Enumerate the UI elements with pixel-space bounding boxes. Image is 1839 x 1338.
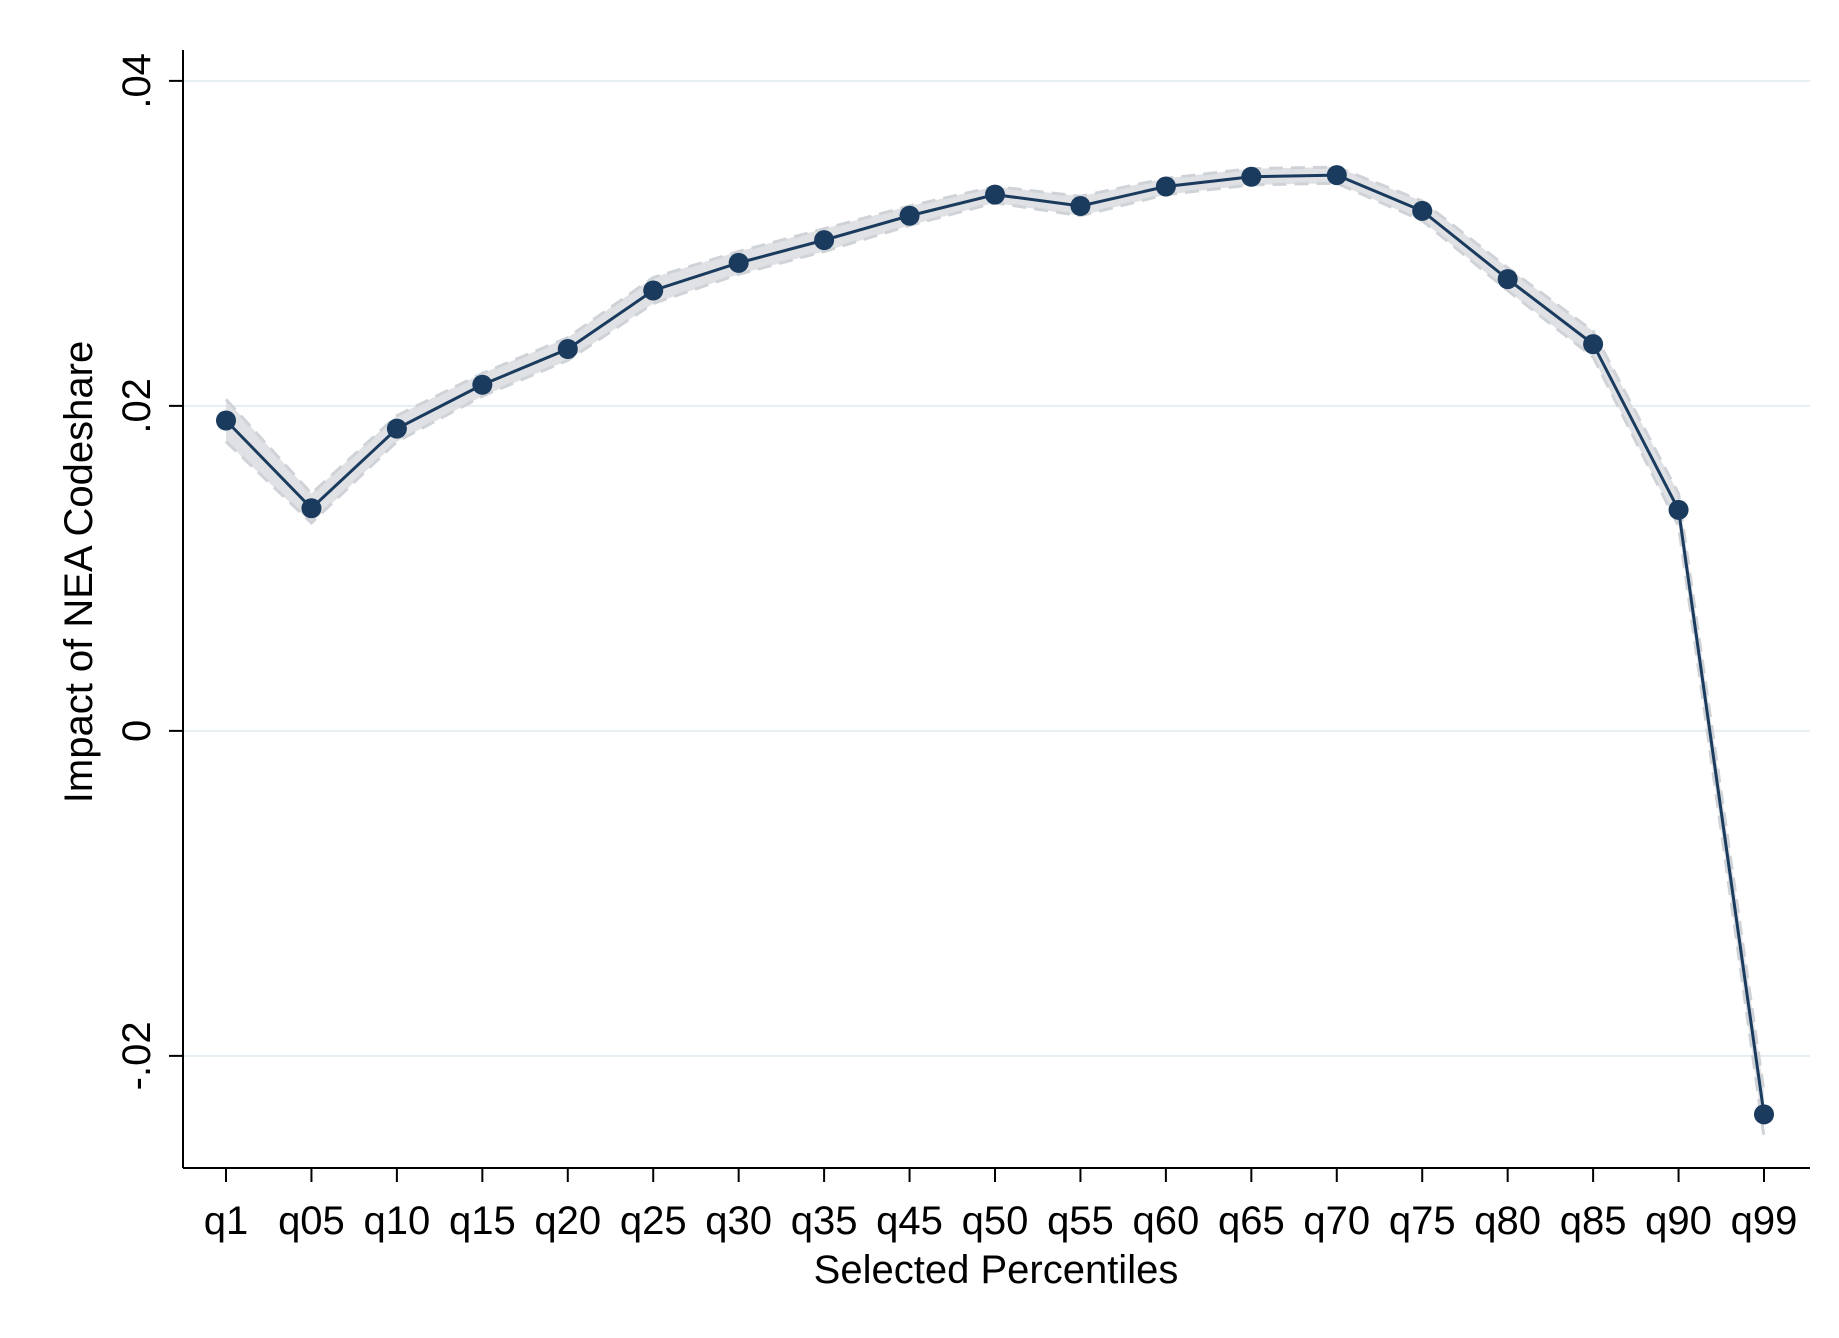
data-point bbox=[1412, 200, 1433, 221]
data-point bbox=[899, 205, 920, 226]
data-point bbox=[814, 230, 835, 251]
x-tick-label: q1 bbox=[204, 1199, 249, 1243]
series-line bbox=[224, 173, 1766, 1115]
x-tick-label: q70 bbox=[1303, 1199, 1370, 1243]
y-tick-label: -.02 bbox=[115, 1021, 159, 1090]
x-tick-label: q55 bbox=[1047, 1199, 1114, 1243]
series-polyline bbox=[224, 173, 1766, 1115]
x-tick-label: q85 bbox=[1560, 1199, 1627, 1243]
x-ticks: q1 q05 q10 q15 q20 q25 q30 q35 q45 q50 q55 q60 q65 q7… bbox=[204, 1168, 1798, 1243]
y-tick-label: 0 bbox=[115, 720, 159, 742]
x-tick-label: q60 bbox=[1133, 1199, 1200, 1243]
x-tick-label: q05 bbox=[278, 1199, 345, 1243]
axes bbox=[182, 50, 1810, 1169]
y-axis-title: Impact of NEA Codeshare bbox=[57, 341, 101, 803]
data-point bbox=[728, 252, 749, 273]
data-point bbox=[985, 184, 1005, 205]
x-tick-label: q65 bbox=[1218, 1199, 1285, 1243]
x-tick-label: q25 bbox=[620, 1199, 687, 1243]
y-tick-label: .04 bbox=[115, 53, 159, 109]
x-tick-label: q99 bbox=[1731, 1199, 1798, 1243]
x-tick-label: q35 bbox=[791, 1199, 858, 1243]
x-tick-label: q75 bbox=[1389, 1199, 1456, 1243]
data-point bbox=[1155, 176, 1176, 197]
ci-lower-line bbox=[224, 181, 1766, 1138]
x-tick-label: q45 bbox=[876, 1199, 943, 1243]
grid-lines bbox=[183, 79, 1810, 1057]
data-point bbox=[1497, 269, 1518, 290]
data-point bbox=[301, 498, 322, 519]
x-tick-label: q50 bbox=[962, 1199, 1029, 1243]
data-point bbox=[1583, 334, 1604, 355]
x-tick-label: q10 bbox=[364, 1199, 431, 1243]
x-tick-label: q90 bbox=[1645, 1199, 1712, 1243]
y-ticks: -.02 0 .02 .04 bbox=[115, 53, 183, 1090]
data-point bbox=[1241, 166, 1262, 187]
data-point bbox=[1070, 196, 1091, 216]
ci-band bbox=[226, 167, 1764, 1138]
data-point bbox=[386, 418, 407, 439]
data-point bbox=[1754, 1104, 1774, 1125]
x-tick-label: q30 bbox=[705, 1199, 772, 1243]
confidence-band bbox=[224, 165, 1766, 1138]
data-point bbox=[557, 339, 578, 359]
series-markers bbox=[216, 165, 1774, 1125]
data-point bbox=[1326, 165, 1347, 186]
data-point bbox=[472, 374, 493, 395]
data-point bbox=[643, 280, 664, 301]
x-tick-label: q80 bbox=[1474, 1199, 1541, 1243]
x-axis-title: Selected Percentiles bbox=[814, 1248, 1179, 1292]
y-tick-label: .02 bbox=[115, 378, 159, 434]
data-point bbox=[216, 410, 236, 431]
x-tick-label: q15 bbox=[449, 1199, 516, 1243]
x-tick-label: q20 bbox=[534, 1199, 601, 1243]
data-point bbox=[1668, 499, 1689, 520]
